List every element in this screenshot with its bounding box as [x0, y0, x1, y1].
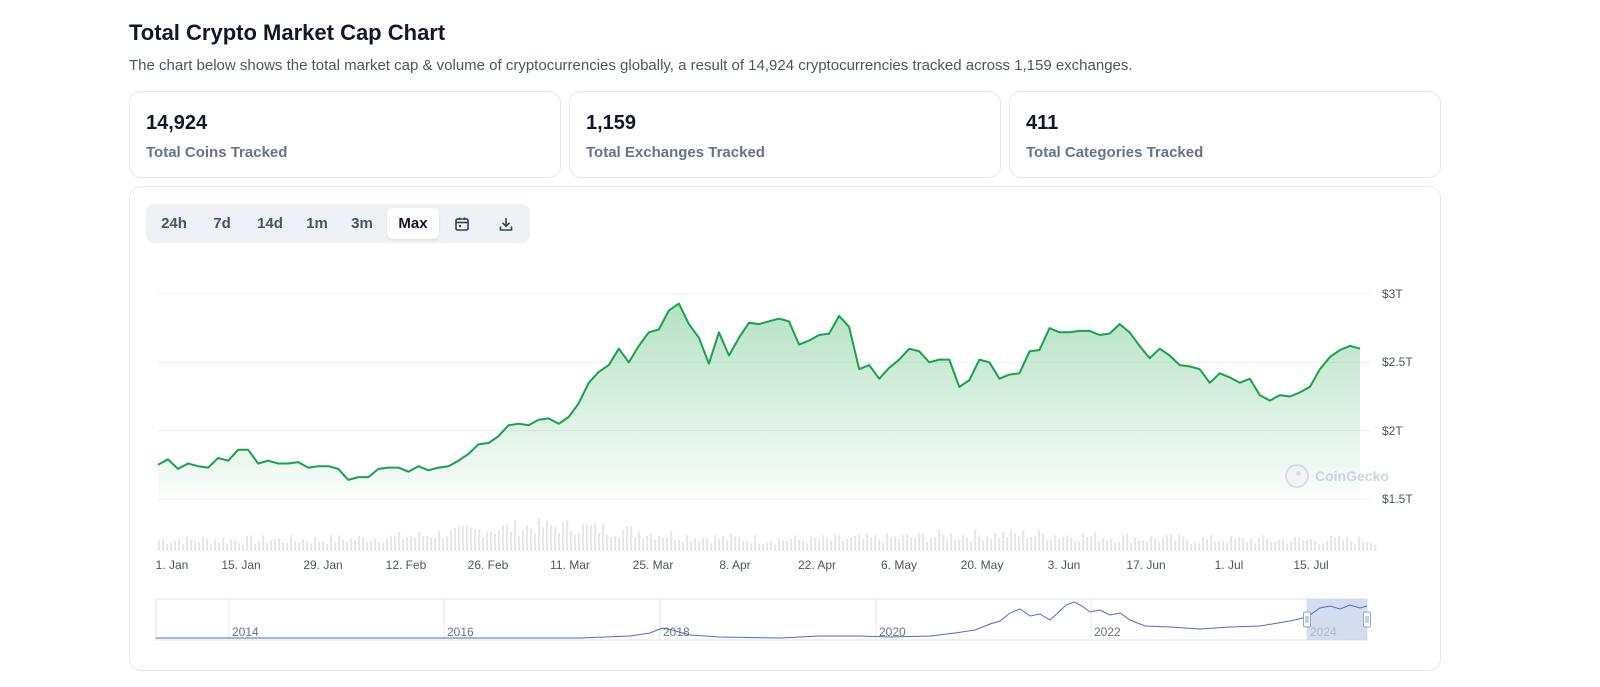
y-tick-label: $3T [1382, 287, 1403, 301]
chart-card: 24h 7d 14d 1m 3m Max [129, 186, 1441, 671]
stat-value-categories: 411 [1026, 112, 1059, 134]
page-title: Total Crypto Market Cap Chart [129, 20, 446, 45]
range-button-3m[interactable]: 3m [351, 215, 373, 232]
calendar-icon-glyph [455, 217, 469, 231]
y-tick-label: $1.5T [1382, 492, 1413, 506]
x-tick-label: 1. Jul [1214, 558, 1244, 572]
coingecko-watermark: CoinGecko [1285, 464, 1389, 488]
x-tick-label: 20. May [960, 558, 1004, 572]
x-tick-label: 8. Apr [719, 558, 751, 572]
range-button-max[interactable]: Max [387, 208, 439, 239]
x-tick-label: 6. May [880, 558, 918, 572]
x-tick-label: 17. Jun [1126, 558, 1166, 572]
range-button-7d[interactable]: 7d [213, 215, 231, 232]
watermark-text: CoinGecko [1315, 468, 1389, 484]
stat-value-coins: 14,924 [146, 112, 208, 134]
download-icon-glyph [499, 217, 513, 231]
stat-label-exchanges: Total Exchanges Tracked [586, 144, 765, 161]
coingecko-logo-icon [1285, 464, 1309, 488]
x-tick-label: 26. Feb [467, 558, 509, 572]
range-button-1m[interactable]: 1m [306, 215, 328, 232]
range-button-24h[interactable]: 24h [161, 215, 187, 232]
stat-label-categories: Total Categories Tracked [1026, 144, 1204, 161]
stat-card-exchanges: 1,159 Total Exchanges Tracked [569, 91, 1001, 178]
x-tick-label: 1. Jan [155, 558, 189, 572]
x-tick-label: 22. Apr [797, 558, 837, 572]
x-tick-label: 12. Feb [385, 558, 427, 572]
x-tick-label: 25. Mar [632, 558, 674, 572]
stat-card-categories: 411 Total Categories Tracked [1009, 91, 1441, 178]
x-tick-label: 11. Mar [550, 558, 590, 572]
page-description: The chart below shows the total market c… [129, 57, 1133, 74]
x-tick-label: 29. Jan [303, 558, 343, 572]
y-tick-label: $2.5T [1382, 355, 1413, 370]
stat-value-exchanges: 1,159 [586, 112, 637, 134]
x-tick-label: 3. Jun [1047, 558, 1081, 572]
download-icon[interactable] [490, 208, 522, 239]
x-tick-label: 15. Jul [1293, 558, 1329, 572]
range-button-14d[interactable]: 14d [257, 215, 283, 232]
stat-card-coins: 14,924 Total Coins Tracked [129, 91, 561, 178]
time-range-toolbar: 24h 7d 14d 1m 3m Max [146, 204, 530, 243]
x-tick-label: 15. Jan [221, 558, 261, 572]
calendar-icon[interactable] [446, 208, 478, 239]
y-tick-label: $2T [1382, 423, 1403, 438]
stat-label-coins: Total Coins Tracked [146, 144, 288, 161]
